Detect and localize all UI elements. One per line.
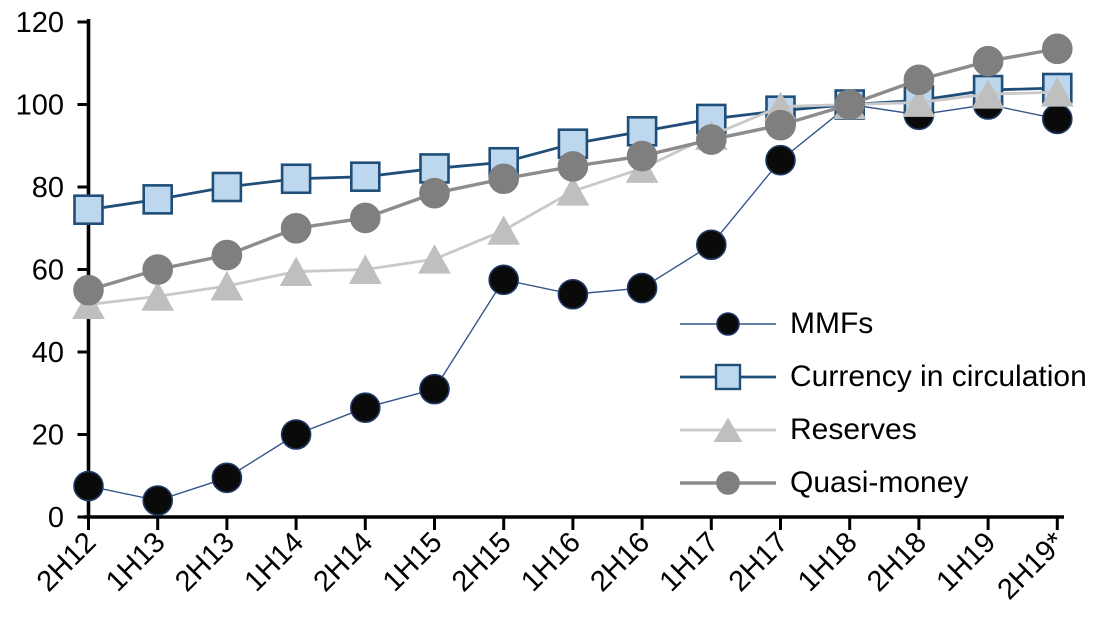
series-marker-quasi-money bbox=[142, 254, 173, 285]
legend-marker-quasi-money bbox=[716, 470, 740, 495]
series-marker-mmfs bbox=[765, 144, 796, 176]
x-tick-label: 2H15 bbox=[446, 526, 518, 598]
legend-key-circle-icon bbox=[680, 311, 776, 336]
y-tick-label: 40 bbox=[32, 337, 64, 369]
series-marker-currency-in-circulation bbox=[280, 163, 312, 195]
y-tick-label: 100 bbox=[16, 90, 64, 122]
legend-label-mmfs: MMFs bbox=[790, 306, 874, 340]
series-marker-reserves bbox=[141, 281, 175, 311]
series-marker-quasi-money bbox=[695, 124, 727, 155]
series-marker-currency-in-circulation bbox=[211, 171, 243, 203]
y-tick-label: 60 bbox=[32, 255, 64, 287]
series-marker-quasi-money bbox=[73, 274, 104, 306]
legend-label-reserves: Reserves bbox=[790, 412, 917, 446]
series-marker-reserves bbox=[348, 254, 382, 284]
series-marker-quasi-money bbox=[488, 163, 520, 195]
series-marker-currency-in-circulation bbox=[626, 116, 658, 147]
series-marker-reserves bbox=[418, 244, 451, 274]
legend-key-square-icon bbox=[680, 363, 776, 390]
series-marker-reserves bbox=[210, 271, 244, 301]
x-tick-label: 2H17 bbox=[723, 526, 795, 598]
legend-label-currency-in-circulation: Currency in circulation bbox=[790, 359, 1087, 393]
legend-item-mmfs: MMFs bbox=[680, 297, 1087, 350]
series-marker-reserves bbox=[556, 176, 590, 206]
series-marker-quasi-money bbox=[972, 45, 1004, 77]
series-marker-reserves bbox=[279, 256, 313, 287]
series-marker-quasi-money bbox=[765, 109, 796, 141]
series-marker-mmfs bbox=[695, 229, 727, 261]
series-marker-quasi-money bbox=[557, 151, 589, 182]
series-marker-reserves bbox=[1040, 77, 1074, 107]
series-marker-mmfs bbox=[1042, 103, 1073, 135]
series-marker-mmfs bbox=[142, 485, 173, 516]
legend-key-circle-icon bbox=[680, 470, 776, 495]
series-marker-mmfs bbox=[349, 392, 381, 423]
series-marker-quasi-money bbox=[349, 202, 381, 234]
series-marker-quasi-money bbox=[280, 212, 312, 244]
series-marker-reserves bbox=[902, 87, 936, 117]
legend-key-triangle-icon bbox=[680, 417, 776, 442]
series-marker-quasi-money bbox=[211, 239, 243, 271]
series-marker-reserves bbox=[971, 79, 1005, 109]
series-marker-mmfs bbox=[626, 272, 658, 304]
legend-label-quasi-money: Quasi-money bbox=[790, 465, 969, 499]
series-marker-currency-in-circulation bbox=[73, 194, 104, 225]
x-tick-label: 2H16 bbox=[584, 526, 656, 598]
x-tick-label: 1H18 bbox=[792, 526, 864, 598]
y-tick-label: 80 bbox=[32, 172, 64, 204]
x-tick-label: 2H13 bbox=[169, 526, 241, 598]
legend-item-quasi-money: Quasi-money bbox=[680, 456, 1087, 509]
series-marker-mmfs bbox=[419, 373, 450, 405]
x-tick-label: 2H19* bbox=[992, 526, 1072, 606]
series-marker-mmfs bbox=[73, 470, 104, 502]
series-marker-quasi-money bbox=[626, 140, 658, 172]
y-tick-label: 20 bbox=[32, 420, 64, 452]
series-marker-mmfs bbox=[280, 419, 312, 450]
series-marker-quasi-money bbox=[1042, 33, 1073, 65]
legend-marker-reserves bbox=[713, 417, 743, 442]
x-tick-label: 1H14 bbox=[238, 526, 310, 598]
y-tick-label: 120 bbox=[16, 7, 64, 39]
series-marker-quasi-money bbox=[834, 89, 866, 120]
series-marker-quasi-money bbox=[419, 177, 450, 209]
legend-item-reserves: Reserves bbox=[680, 403, 1087, 456]
series-marker-currency-in-circulation bbox=[142, 184, 173, 215]
series-marker-mmfs bbox=[211, 462, 243, 494]
x-tick-label: 2H18 bbox=[861, 526, 933, 598]
series-marker-quasi-money bbox=[903, 64, 935, 96]
y-tick-label: 0 bbox=[48, 502, 64, 534]
x-tick-label: 1H19 bbox=[930, 526, 1002, 598]
series-marker-mmfs bbox=[557, 278, 589, 310]
x-tick-label: 1H17 bbox=[654, 526, 726, 598]
x-tick-label: 1H16 bbox=[515, 526, 587, 598]
x-tick-label: 1H13 bbox=[100, 526, 172, 598]
series-marker-reserves bbox=[487, 215, 521, 245]
legend-marker-currency-in-circulation bbox=[714, 363, 742, 390]
legend-marker-mmfs bbox=[716, 311, 740, 336]
x-tick-label: 2H14 bbox=[308, 526, 380, 598]
series-marker-mmfs bbox=[488, 264, 520, 296]
legend-item-currency-in-circulation: Currency in circulation bbox=[680, 350, 1087, 403]
chart-legend: MMFs Currency in circulation Reserves Quasi… bbox=[680, 297, 1087, 509]
series-marker-currency-in-circulation bbox=[349, 161, 381, 192]
x-tick-label: 2H12 bbox=[31, 526, 103, 598]
x-tick-label: 1H15 bbox=[377, 526, 449, 598]
